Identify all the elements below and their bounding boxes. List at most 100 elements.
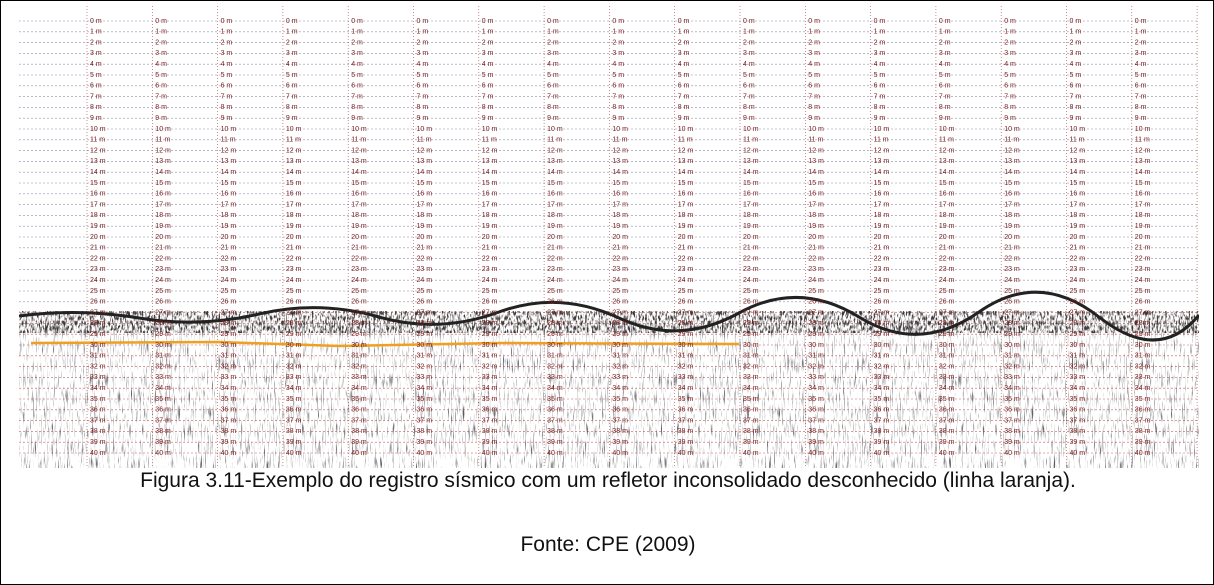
depth-label: 18 m [351, 212, 367, 219]
depth-label: 34 m [874, 385, 890, 392]
depth-label: 26 m [808, 299, 824, 306]
depth-label: 23 m [482, 266, 498, 273]
depth-label: 7 m [286, 93, 298, 100]
depth-label: 0 m [417, 18, 429, 25]
depth-label: 33 m [417, 374, 433, 381]
depth-label: 27 m [1004, 309, 1020, 316]
depth-label: 39 m [1070, 439, 1086, 446]
depth-label: 28 m [612, 320, 628, 327]
depth-label: 26 m [612, 299, 628, 306]
depth-label: 27 m [417, 309, 433, 316]
depth-label: 35 m [351, 396, 367, 403]
depth-label: 35 m [482, 396, 498, 403]
depth-label: 39 m [547, 439, 563, 446]
depth-label: 9 m [874, 115, 886, 122]
depth-label: 8 m [678, 104, 690, 111]
depth-label: 17 m [1004, 201, 1020, 208]
depth-label: 18 m [939, 212, 955, 219]
depth-label: 32 m [678, 363, 694, 370]
depth-label: 5 m [678, 72, 690, 79]
depth-label: 23 m [351, 266, 367, 273]
depth-label: 22 m [808, 255, 824, 262]
depth-label: 35 m [547, 396, 563, 403]
depth-label: 29 m [155, 331, 171, 338]
depth-label: 21 m [1135, 245, 1151, 252]
depth-label: 34 m [939, 385, 955, 392]
depth-label: 24 m [155, 277, 171, 284]
depth-label: 22 m [90, 255, 106, 262]
depth-label: 26 m [286, 299, 302, 306]
depth-label: 15 m [90, 180, 106, 187]
depth-label: 21 m [417, 245, 433, 252]
depth-label: 0 m [678, 18, 690, 25]
depth-label: 25 m [482, 288, 498, 295]
depth-label: 11 m [351, 137, 366, 144]
depth-label: 3 m [417, 50, 429, 57]
depth-label: 23 m [221, 266, 237, 273]
depth-label: 2 m [612, 39, 624, 46]
depth-label: 19 m [808, 223, 824, 230]
depth-label: 36 m [417, 407, 433, 414]
depth-label: 9 m [547, 115, 559, 122]
depth-label: 31 m [743, 353, 759, 360]
depth-label: 10 m [286, 126, 302, 133]
depth-label: 29 m [417, 331, 433, 338]
depth-label: 4 m [743, 61, 755, 68]
depth-label: 3 m [1135, 50, 1147, 57]
seafloor-band [19, 311, 1199, 333]
depth-label: 6 m [482, 83, 494, 90]
depth-label: 16 m [286, 191, 302, 198]
depth-label: 6 m [743, 83, 755, 90]
depth-label: 3 m [743, 50, 755, 57]
depth-label: 9 m [90, 115, 102, 122]
depth-label: 38 m [612, 428, 628, 435]
depth-label: 31 m [939, 353, 955, 360]
depth-label: 32 m [90, 363, 106, 370]
depth-label: 36 m [1070, 407, 1086, 414]
depth-label: 6 m [221, 83, 233, 90]
depth-label: 7 m [678, 93, 690, 100]
depth-label: 23 m [1070, 266, 1086, 273]
depth-label: 25 m [417, 288, 433, 295]
depth-label: 30 m [1135, 342, 1151, 349]
depth-label: 10 m [90, 126, 106, 133]
depth-label: 0 m [1070, 18, 1082, 25]
depth-label: 1 m [547, 29, 559, 36]
depth-label: 7 m [221, 93, 233, 100]
depth-label: 20 m [1004, 234, 1020, 241]
depth-label: 19 m [678, 223, 694, 230]
depth-label: 21 m [155, 245, 171, 252]
depth-label: 26 m [155, 299, 171, 306]
depth-label: 38 m [1004, 428, 1020, 435]
depth-label: 31 m [286, 353, 302, 360]
depth-label: 29 m [482, 331, 498, 338]
depth-label: 21 m [808, 245, 824, 252]
depth-label: 16 m [417, 191, 433, 198]
depth-label: 36 m [939, 407, 955, 414]
depth-label: 30 m [417, 342, 433, 349]
depth-label: 39 m [482, 439, 498, 446]
depth-label: 28 m [743, 320, 759, 327]
depth-label: 1 m [155, 29, 167, 36]
depth-label: 34 m [155, 385, 171, 392]
depth-label: 28 m [351, 320, 367, 327]
depth-label: 24 m [417, 277, 433, 284]
depth-label: 33 m [808, 374, 824, 381]
depth-label: 14 m [939, 169, 955, 176]
depth-label: 18 m [1004, 212, 1020, 219]
depth-label: 36 m [351, 407, 367, 414]
depth-label: 40 m [874, 450, 890, 457]
depth-label: 25 m [1004, 288, 1020, 295]
depth-label: 1 m [221, 29, 233, 36]
depth-label: 32 m [417, 363, 433, 370]
depth-label: 15 m [221, 180, 237, 187]
depth-label: 29 m [678, 331, 694, 338]
depth-label: 24 m [678, 277, 694, 284]
depth-label: 38 m [482, 428, 498, 435]
depth-label: 21 m [1004, 245, 1020, 252]
depth-label: 0 m [351, 18, 363, 25]
depth-label: 7 m [1070, 93, 1082, 100]
depth-label: 10 m [155, 126, 171, 133]
depth-label: 11 m [286, 137, 301, 144]
depth-label: 10 m [1070, 126, 1086, 133]
